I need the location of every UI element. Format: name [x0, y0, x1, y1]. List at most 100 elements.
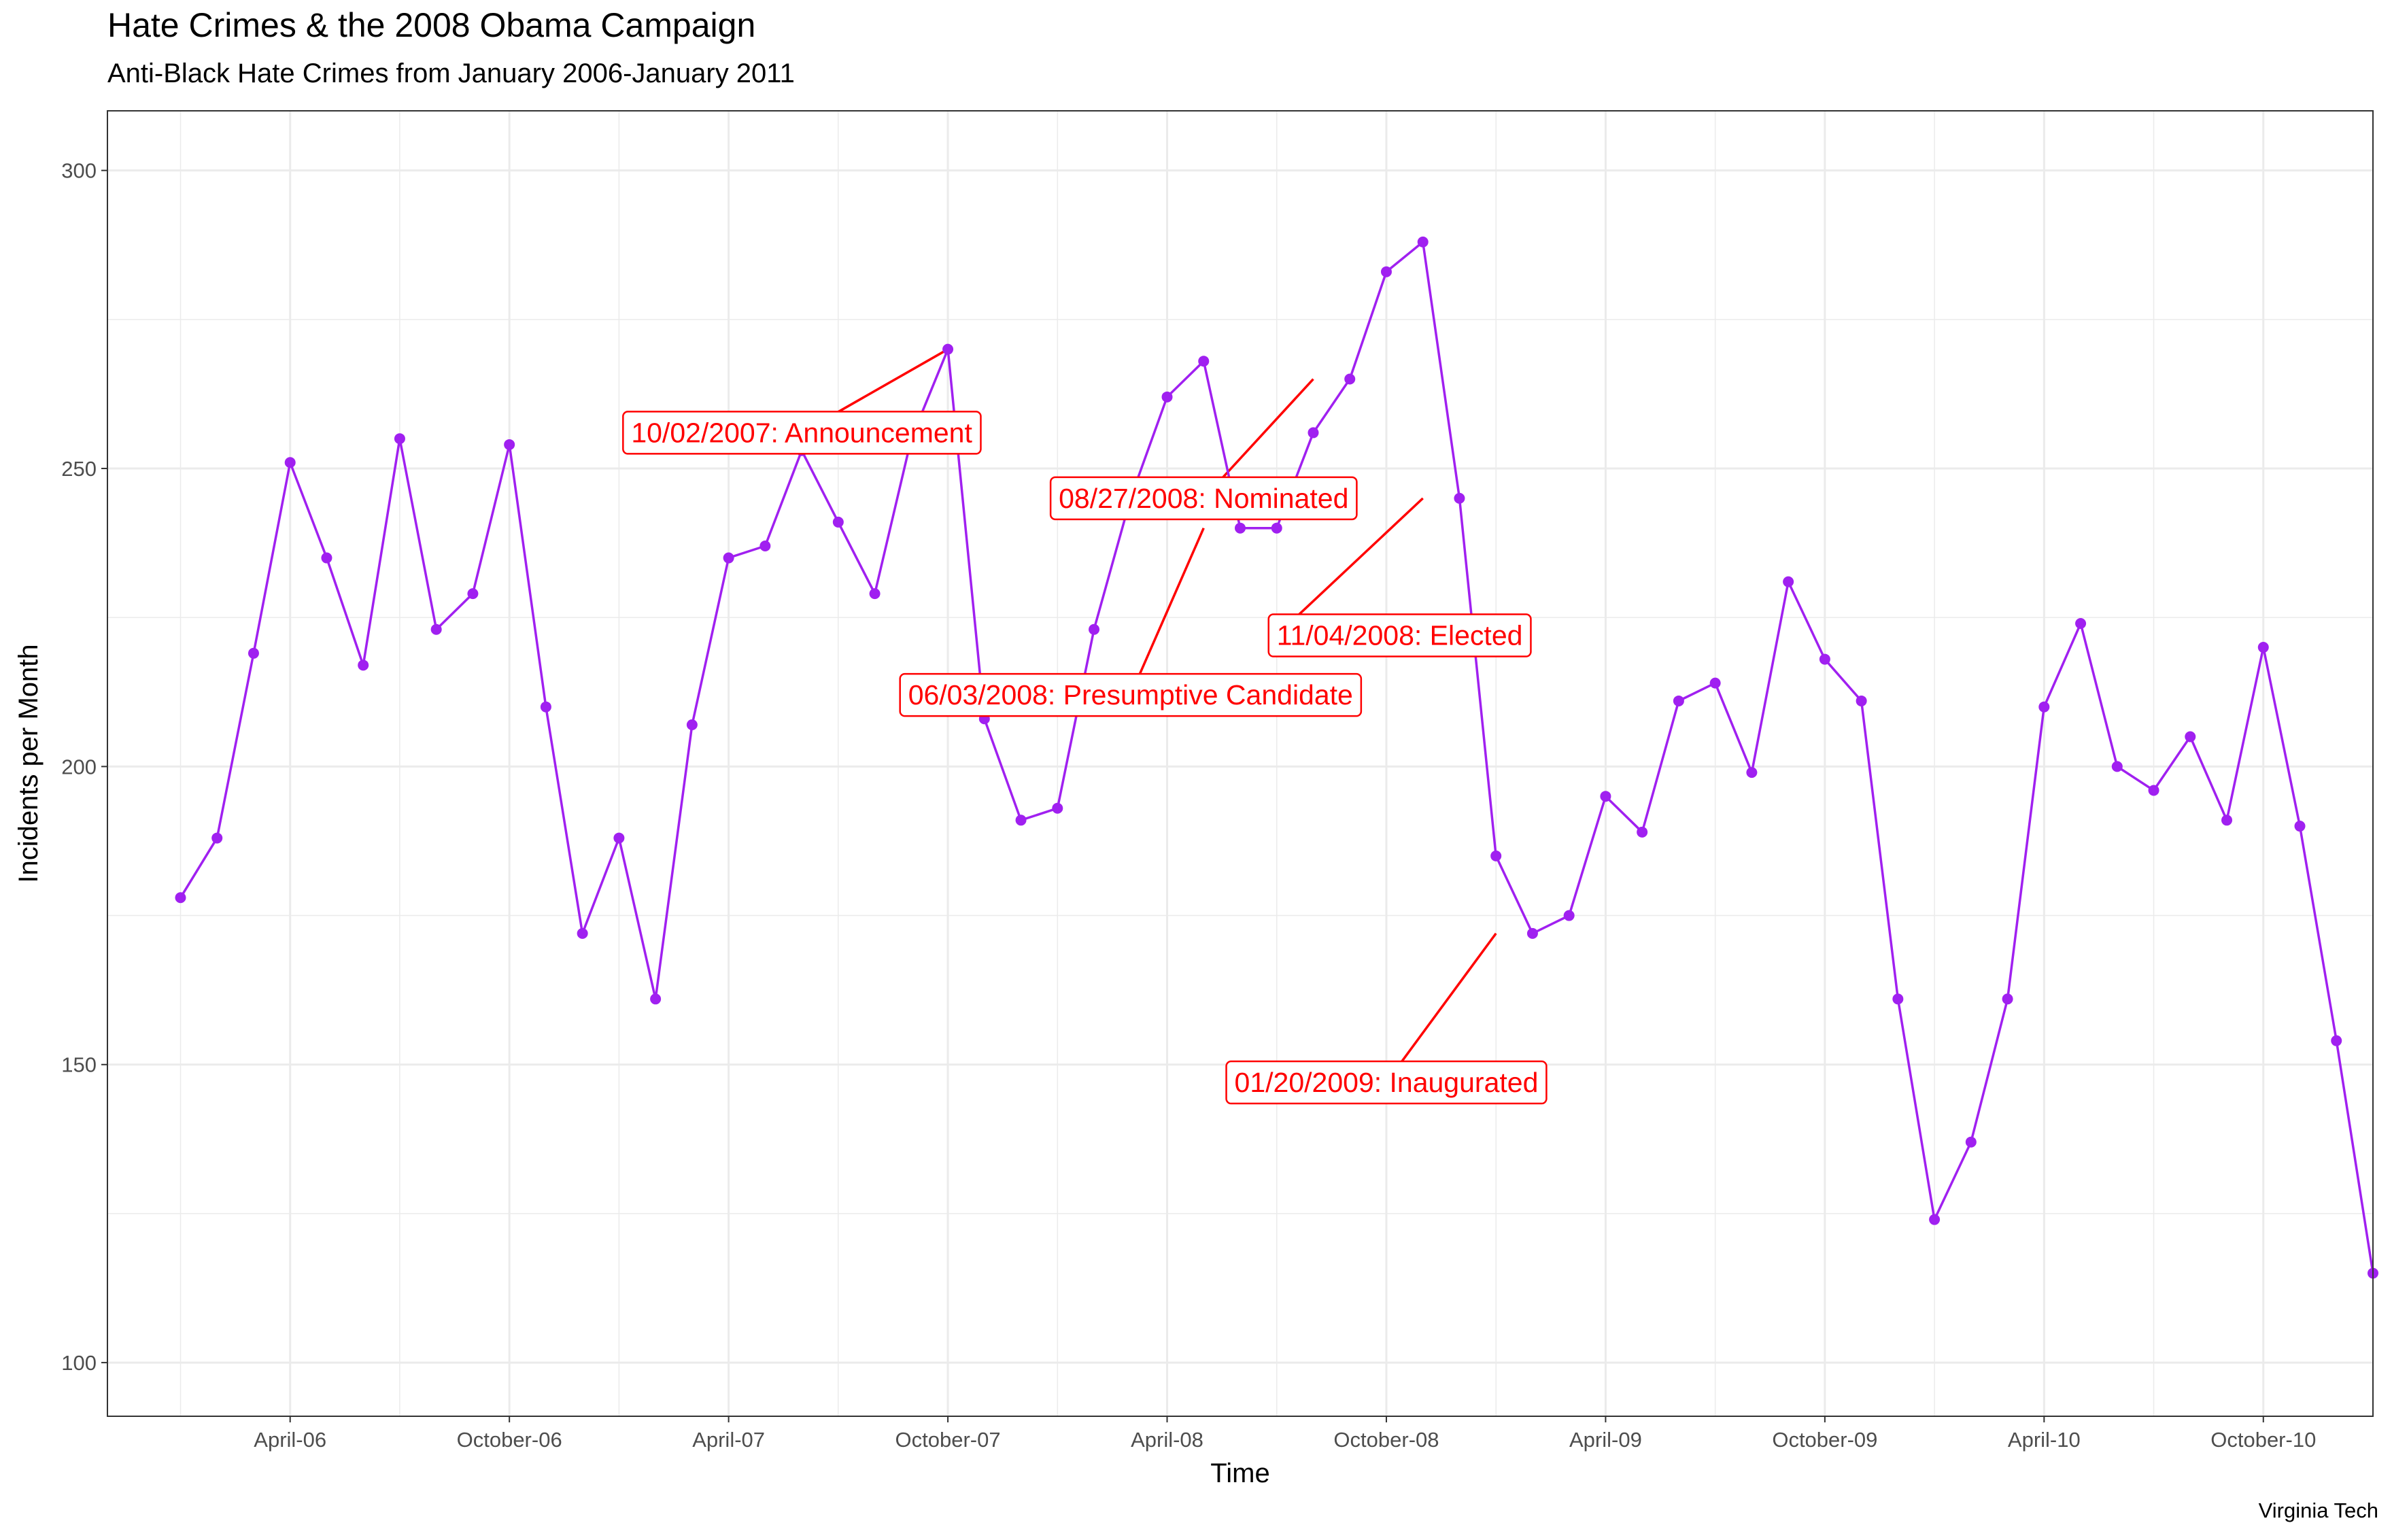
- x-tick-label: April-07: [692, 1428, 765, 1452]
- y-tick-label: 200: [61, 755, 97, 778]
- annotation-box: [899, 672, 1363, 717]
- data-point: [1600, 791, 1611, 802]
- data-point: [1637, 826, 1648, 838]
- data-point: [1965, 1136, 1977, 1148]
- annotation-text: 06/03/2008: Presumptive Candidate: [908, 679, 1353, 711]
- data-point: [1052, 802, 1063, 814]
- data-point: [1235, 522, 1246, 534]
- annotation-label: 08/27/2008: Nominated: [1049, 476, 1358, 521]
- data-point: [759, 541, 771, 551]
- y-axis: 100 150 200 250 300: [61, 159, 107, 1375]
- data-point: [1161, 391, 1173, 403]
- data-point: [650, 993, 662, 1005]
- plot-panel: [107, 111, 2373, 1416]
- data-point: [1563, 910, 1575, 921]
- chart-title: Hate Crimes & the 2008 Obama Campaign: [107, 6, 756, 44]
- data-point: [2331, 1035, 2342, 1046]
- data-point: [1783, 576, 1794, 587]
- data-point: [321, 552, 332, 564]
- x-axis: April-06 October-06 April-07 October-07 Apri…: [254, 1416, 2316, 1452]
- data-point: [1856, 695, 1867, 706]
- data-point: [358, 660, 369, 671]
- annotation-labels: 10/02/2007: Announcement 08/27/2008: Nomi…: [622, 411, 1548, 1105]
- annotation-label: 06/03/2008: Presumptive Candidate: [899, 672, 1363, 717]
- data-point: [1417, 236, 1429, 247]
- data-point: [2002, 993, 2013, 1005]
- data-point: [942, 343, 954, 355]
- x-tick-label: October-10: [2210, 1428, 2316, 1452]
- chart-subtitle: Anti-Black Hate Crimes from January 2006…: [107, 58, 795, 88]
- annotation-text: 11/04/2008: Elected: [1277, 620, 1523, 651]
- annotation-line: [1276, 497, 1424, 636]
- annotation-text: 01/20/2009: Inaugurated: [1235, 1067, 1539, 1098]
- y-tick-label: 150: [61, 1053, 97, 1077]
- data-point: [2038, 701, 2050, 713]
- data-point: [1709, 677, 1721, 689]
- data-point: [832, 516, 844, 528]
- x-tick-label: October-06: [457, 1428, 562, 1452]
- data-point: [2148, 785, 2159, 796]
- data-point: [1308, 427, 1319, 439]
- data-point: [2075, 617, 2087, 629]
- data-point: [1089, 623, 1100, 635]
- annotation-box: [1225, 1060, 1548, 1105]
- annotation-label: 01/20/2009: Inaugurated: [1225, 1060, 1548, 1105]
- data-point: [2221, 815, 2233, 826]
- annotation-line: [1385, 932, 1497, 1084]
- data-point: [1526, 927, 1538, 939]
- annotation-label: 10/02/2007: Announcement: [622, 411, 982, 455]
- chart-caption: Virginia Tech: [2258, 1499, 2378, 1522]
- data-point: [1198, 356, 1210, 367]
- minor-gridlines: [107, 111, 2373, 1416]
- x-tick-label: October-07: [895, 1428, 1001, 1452]
- data-point: [284, 457, 296, 468]
- data-point: [467, 588, 479, 600]
- y-tick-label: 100: [61, 1351, 97, 1375]
- data-point: [613, 832, 625, 844]
- data-point: [211, 832, 223, 844]
- annotation-text: 08/27/2008: Nominated: [1059, 483, 1348, 514]
- x-tick-label: April-09: [1569, 1428, 1642, 1452]
- data-point: [1746, 767, 1758, 778]
- data-point: [2294, 821, 2306, 832]
- data-point: [2185, 731, 2196, 742]
- data-point: [723, 552, 734, 564]
- data-point: [686, 719, 698, 731]
- data-point: [2257, 642, 2269, 653]
- data-point: [1490, 850, 1502, 861]
- data-point: [1271, 522, 1282, 534]
- y-axis-title: Incidents per Month: [14, 644, 44, 883]
- annotation-leader-lines: [801, 348, 1497, 1084]
- data-point: [175, 892, 186, 904]
- annotation-box: [622, 411, 982, 455]
- major-gridlines: [107, 111, 2373, 1416]
- y-tick-label: 250: [61, 457, 97, 481]
- annotation-box: [1049, 476, 1358, 521]
- x-tick-label: April-06: [254, 1428, 326, 1452]
- annotation-box: [1267, 613, 1532, 657]
- data-point: [504, 439, 515, 450]
- data-point: [1673, 695, 1684, 706]
- data-point: [1454, 492, 1465, 504]
- x-axis-title: Time: [1210, 1458, 1269, 1488]
- x-tick-label: October-09: [1772, 1428, 1877, 1452]
- data-point: [1344, 373, 1356, 385]
- data-point: [247, 647, 259, 659]
- annotation-text: 10/02/2007: Announcement: [631, 417, 972, 448]
- data-point: [394, 433, 405, 445]
- data-point: [2111, 761, 2123, 772]
- x-tick-label: April-08: [1131, 1428, 1203, 1452]
- x-tick-label: October-08: [1333, 1428, 1439, 1452]
- data-point: [540, 701, 551, 713]
- data-point: [1819, 653, 1830, 665]
- x-tick-label: April-10: [2008, 1428, 2081, 1452]
- data-point: [430, 623, 442, 635]
- data-point: [1892, 993, 1904, 1005]
- data-point: [1929, 1214, 1941, 1225]
- plot-panel-border: [107, 110, 2374, 1417]
- y-tick-label: 300: [61, 159, 97, 183]
- data-point: [577, 927, 588, 939]
- data-point: [1380, 266, 1392, 277]
- data-point: [1015, 815, 1027, 826]
